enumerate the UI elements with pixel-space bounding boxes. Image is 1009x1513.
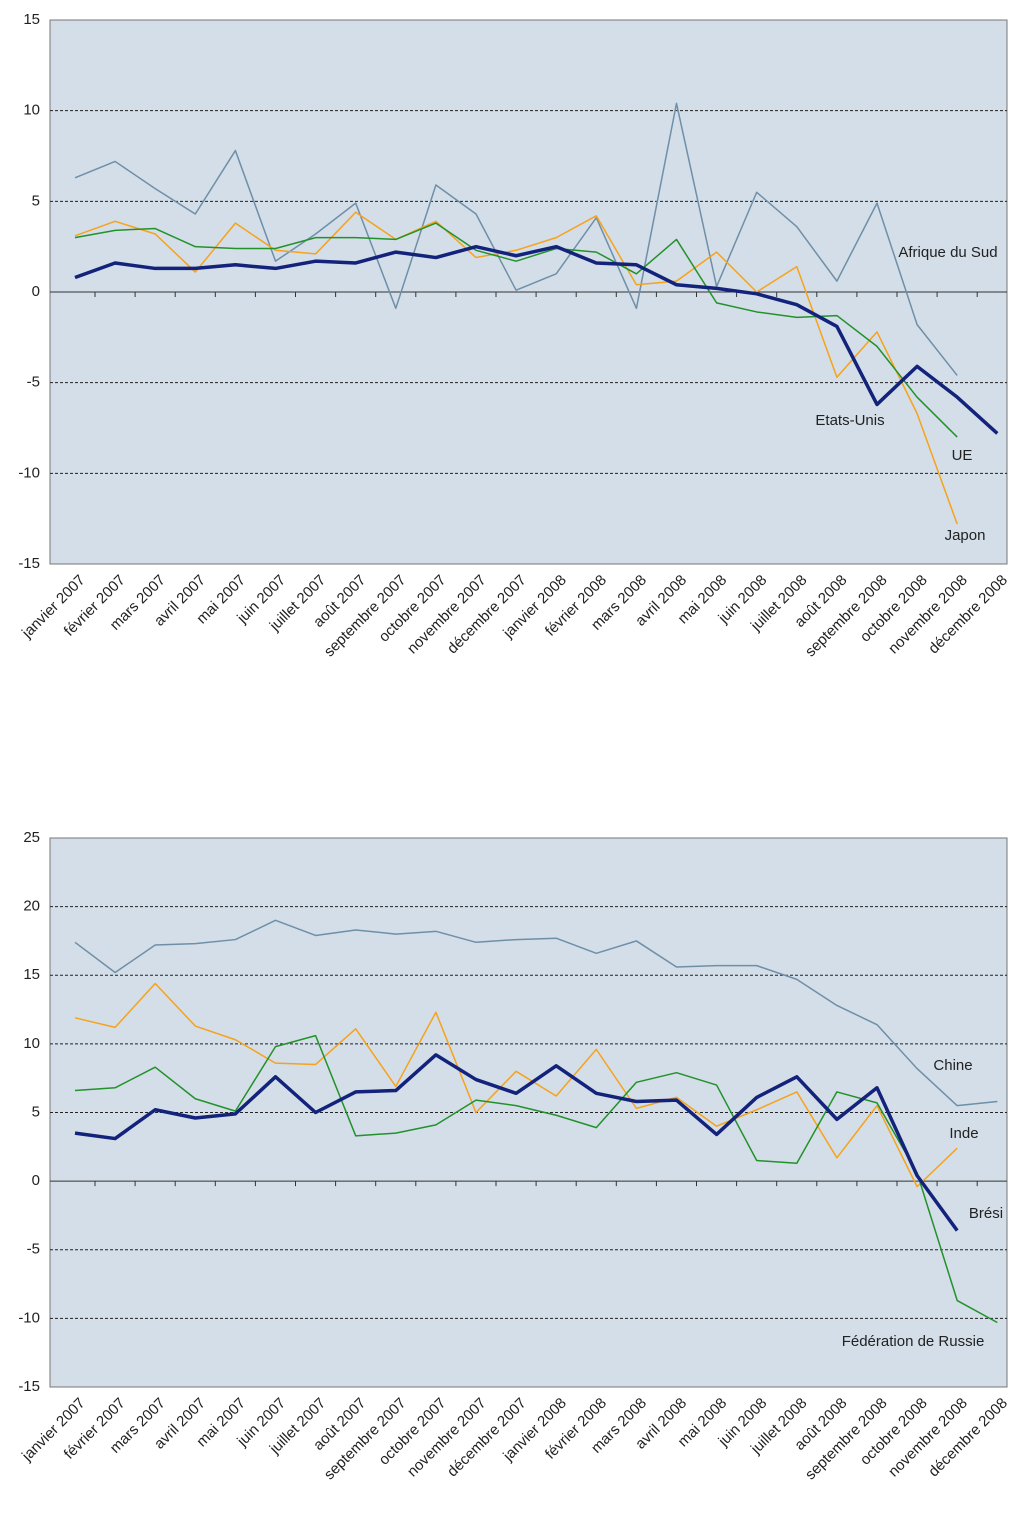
series-line	[74, 982, 958, 1188]
y-tick-label: -10	[18, 1309, 40, 1326]
series-label: Brési	[969, 1205, 1003, 1222]
series-line	[74, 222, 958, 438]
y-tick-label: -5	[27, 374, 40, 391]
y-tick-label: 0	[32, 283, 40, 300]
y-tick-label: -15	[18, 555, 40, 572]
y-tick-label: -10	[18, 464, 40, 481]
series-label: Japon	[945, 527, 986, 544]
series-line	[74, 211, 958, 525]
y-tick-label: 0	[32, 1172, 40, 1189]
series-label: Fédération de Russie	[842, 1333, 985, 1350]
series-line	[74, 1034, 998, 1324]
series-label: Afrique du Sud	[898, 244, 997, 261]
series-label: UE	[952, 447, 973, 464]
series-label: Inde	[949, 1125, 978, 1142]
series-line	[74, 919, 998, 1107]
y-tick-label: 20	[23, 898, 40, 915]
series-line	[74, 1053, 959, 1232]
y-tick-label: -5	[27, 1241, 40, 1258]
series-line	[74, 102, 958, 376]
y-tick-label: 25	[23, 829, 40, 846]
series-label: Etats-Unis	[815, 412, 884, 429]
y-tick-label: 5	[32, 1103, 40, 1120]
series-line	[74, 244, 999, 435]
y-tick-label: -15	[18, 1378, 40, 1395]
y-tick-label: 10	[23, 102, 40, 119]
series-label: Chine	[933, 1057, 972, 1074]
y-tick-label: 10	[23, 1035, 40, 1052]
y-tick-label: 5	[32, 192, 40, 209]
y-tick-label: 15	[23, 11, 40, 28]
plot-area	[49, 837, 1008, 1388]
y-tick-label: 15	[23, 966, 40, 983]
